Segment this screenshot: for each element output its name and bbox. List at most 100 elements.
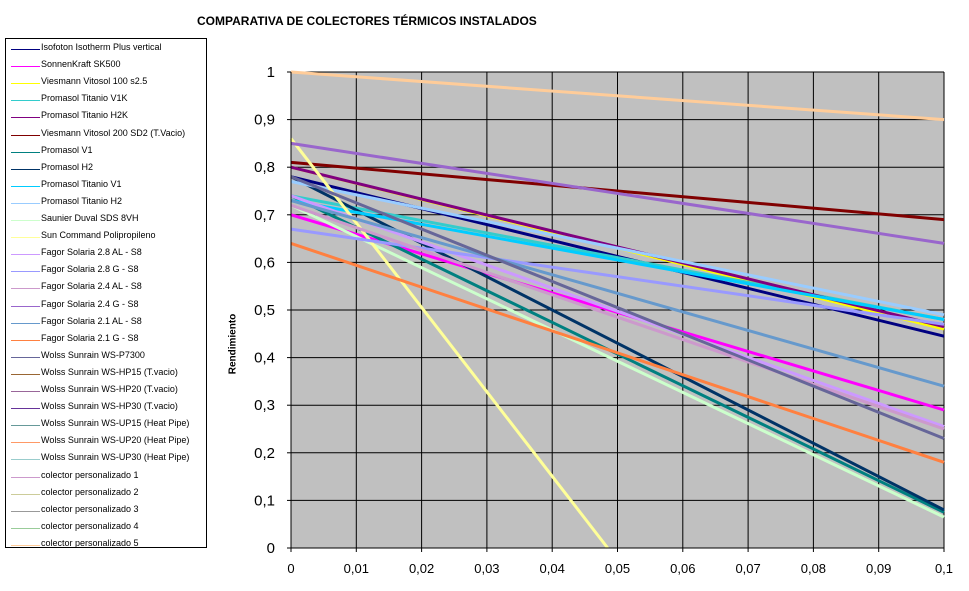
y-tick-label: 0,7 — [254, 207, 275, 224]
legend-item: Promasol V1 — [6, 144, 206, 161]
legend-item: Promasol H2 — [6, 161, 206, 178]
series-line — [290, 70, 945, 122]
legend-label: colector personalizado 3 — [41, 503, 139, 514]
legend-swatch — [11, 117, 40, 119]
legend-label: SonnenKraft SK500 — [41, 59, 121, 70]
legend-swatch — [11, 544, 40, 546]
legend-item: Fagor Solaria 2.4 G - S8 — [6, 298, 206, 315]
y-tick-label: 0,5 — [254, 302, 275, 319]
x-tick-label: 0,03 — [474, 561, 499, 576]
legend-label: Promasol Titanio H2 — [41, 195, 123, 206]
legend-item: Fagor Solaria 2.8 G - S8 — [6, 263, 206, 280]
legend-swatch — [11, 305, 40, 307]
y-tick-label: 0,3 — [254, 397, 275, 414]
legend-swatch — [11, 510, 40, 512]
legend-label: Fagor Solaria 2.8 AL - S8 — [41, 247, 142, 258]
series-line — [290, 141, 945, 245]
legend-swatch — [11, 100, 40, 102]
legend-label: Wolss Sunrain WS-HP15 (T.vacio) — [41, 366, 178, 377]
x-tick-label: 0,04 — [540, 561, 565, 576]
legend-item: Wolss Sunrain WS-P7300 — [6, 349, 206, 366]
legend-item: Wolss Sunrain WS-UP20 (Heat Pipe) — [6, 434, 206, 451]
legend-label: Isofoton Isotherm Plus vertical — [41, 42, 162, 52]
series-line — [290, 180, 945, 317]
legend-swatch — [11, 202, 40, 204]
series-line — [289, 137, 609, 549]
x-tick-label: 0,09 — [866, 561, 891, 576]
legend-label: Fagor Solaria 2.4 AL - S8 — [41, 281, 142, 292]
legend-item: Sun Command Polipropileno — [6, 229, 206, 246]
x-tick-label: 0,05 — [605, 561, 630, 576]
legend-item: Promasol Titanio V1K — [6, 92, 206, 109]
legend-swatch — [11, 425, 40, 427]
legend-swatch — [11, 322, 40, 324]
series-line — [290, 227, 945, 326]
legend-swatch — [11, 49, 40, 50]
legend-label: Wolss Sunrain WS-P7300 — [41, 349, 145, 360]
legend-label: Wolss Sunrain WS-HP30 (T.vacio) — [41, 401, 178, 412]
legend-swatch — [11, 220, 40, 221]
legend-swatch — [11, 408, 40, 410]
legend-swatch — [11, 237, 40, 239]
y-tick-label: 0,1 — [254, 492, 275, 509]
y-tick-label: 0 — [267, 540, 275, 557]
legend-item: colector personalizado 3 — [6, 503, 206, 520]
y-tick-label: 0,2 — [254, 445, 275, 462]
legend-item: Wolss Sunrain WS-HP30 (T.vacio) — [6, 400, 206, 417]
legend-label: Promasol Titanio V1 — [41, 178, 122, 189]
legend: Isofoton Isotherm Plus vertical SonnenKra… — [5, 38, 207, 548]
legend-label: Promasol V1 — [41, 144, 93, 155]
legend-swatch — [11, 66, 40, 68]
legend-label: Wolss Sunrain WS-UP15 (Heat Pipe) — [41, 418, 190, 429]
legend-item: Wolss Sunrain WS-HP20 (T.vacio) — [6, 383, 206, 400]
legend-label: Viesmann Vitosol 200 SD2 (T.Vacio) — [41, 127, 186, 138]
y-axis-label: Rendimiento — [227, 313, 239, 375]
legend-item: Promasol Titanio H2 — [6, 195, 206, 212]
legend-swatch — [11, 373, 40, 375]
legend-label: colector personalizado 1 — [41, 469, 139, 480]
y-tick-label: 0,8 — [254, 159, 275, 176]
legend-swatch — [11, 476, 40, 478]
legend-label: colector personalizado 4 — [41, 520, 139, 531]
legend-label: Sun Command Polipropileno — [41, 230, 156, 241]
legend-label: Fagor Solaria 2.4 G - S8 — [41, 298, 139, 309]
legend-swatch — [11, 459, 40, 461]
legend-swatch — [11, 151, 40, 153]
chart-title: COMPARATIVA DE COLECTORES TÉRMICOS INSTA… — [197, 14, 537, 28]
legend-label: Wolss Sunrain WS-UP20 (Heat Pipe) — [41, 435, 190, 446]
legend-item: colector personalizado 4 — [6, 520, 206, 537]
legend-item: Saunier Duval SDS 8VH — [6, 212, 206, 229]
legend-item: colector personalizado 1 — [6, 469, 206, 486]
legend-label: Promasol Titanio H2K — [41, 110, 129, 121]
legend-label: Fagor Solaria 2.1 G - S8 — [41, 332, 139, 343]
legend-label: Fagor Solaria 2.1 AL - S8 — [41, 315, 142, 326]
legend-item: Wolss Sunrain WS-HP15 (T.vacio) — [6, 366, 206, 383]
legend-swatch — [11, 185, 40, 187]
legend-item: colector personalizado 2 — [6, 486, 206, 503]
x-tick-label: 0,08 — [801, 561, 826, 576]
series-line — [290, 175, 945, 440]
legend-swatch — [11, 442, 40, 444]
series-line — [290, 241, 945, 464]
y-tick-label: 1 — [267, 64, 275, 81]
legend-item: Fagor Solaria 2.4 AL - S8 — [6, 280, 206, 297]
series-line — [290, 203, 945, 431]
legend-swatch — [11, 288, 40, 290]
x-tick-label: 0,06 — [670, 561, 695, 576]
legend-label: Promasol H2 — [41, 161, 94, 172]
series-line — [290, 199, 945, 388]
legend-label: Fagor Solaria 2.8 G - S8 — [41, 264, 139, 275]
legend-item: SonnenKraft SK500 — [6, 58, 206, 75]
series-line — [290, 203, 945, 519]
legend-item: Wolss Sunrain WS-UP15 (Heat Pipe) — [6, 417, 206, 434]
legend-swatch — [11, 168, 40, 170]
legend-label: Wolss Sunrain WS-UP30 (Heat Pipe) — [41, 452, 190, 463]
legend-item: Promasol Titanio V1 — [6, 178, 206, 195]
legend-swatch — [11, 339, 40, 341]
legend-swatch — [11, 83, 40, 85]
legend-item: Promasol Titanio H2K — [6, 109, 206, 126]
legend-item: Wolss Sunrain WS-UP30 (Heat Pipe) — [6, 451, 206, 468]
legend-swatch — [11, 527, 40, 529]
legend-item: Fagor Solaria 2.1 AL - S8 — [6, 315, 206, 332]
